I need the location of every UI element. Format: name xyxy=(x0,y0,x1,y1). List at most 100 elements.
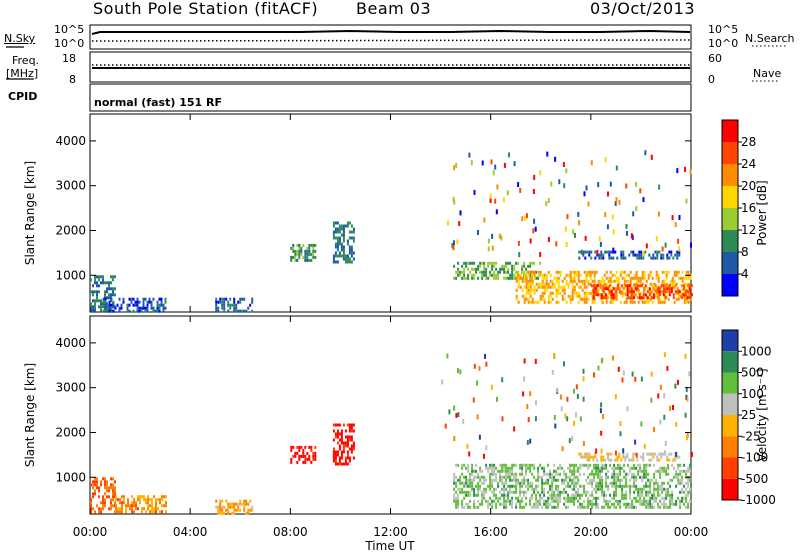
power-cell xyxy=(501,267,504,271)
velocity-cell xyxy=(135,507,137,511)
power-cell xyxy=(96,281,98,285)
power-colorbar-swatch xyxy=(722,252,738,274)
power-cell xyxy=(649,294,652,298)
velocity-cell xyxy=(565,505,568,509)
power-colorbar-swatch xyxy=(722,142,738,164)
velocity-cell xyxy=(533,490,536,494)
velocity-cell xyxy=(227,511,230,515)
velocity-cell xyxy=(553,469,556,473)
date-title: 03/Oct/2013 xyxy=(590,0,696,18)
velocity-cell xyxy=(565,484,568,488)
velocity-cell xyxy=(517,478,520,482)
power-cell xyxy=(531,300,534,304)
power-cell xyxy=(525,276,528,280)
power-cell xyxy=(632,290,635,294)
velocity-cell xyxy=(541,490,544,494)
velocity-cell xyxy=(647,493,650,497)
power-cell xyxy=(106,308,108,312)
power-cell xyxy=(634,293,637,297)
velocity-cell xyxy=(489,481,492,485)
velocity-cell xyxy=(114,489,116,493)
velocity-cell xyxy=(469,490,472,494)
power-cell xyxy=(577,291,580,295)
power-cell xyxy=(298,243,301,247)
velocity-cell xyxy=(143,507,145,511)
velocity-cell xyxy=(487,499,490,503)
velocity-cell xyxy=(455,481,458,485)
velocity-cell xyxy=(495,496,498,500)
power-cell xyxy=(527,288,530,292)
velocity-cell xyxy=(587,463,590,467)
velocity-cell xyxy=(483,478,486,482)
power-cell xyxy=(523,273,526,277)
velocity-cell xyxy=(687,493,690,497)
velocity-cell xyxy=(115,504,117,508)
power-cell xyxy=(674,253,677,257)
power-cell xyxy=(158,303,161,307)
power-cell xyxy=(223,300,226,304)
velocity-cell xyxy=(350,426,353,430)
power-cell xyxy=(481,270,484,274)
power-cell xyxy=(585,279,588,283)
power-cell xyxy=(575,282,578,286)
velocity-cell xyxy=(151,504,153,508)
power-cell xyxy=(604,287,607,291)
velocity-cell xyxy=(553,415,556,420)
power-cell xyxy=(304,258,307,262)
velocity-cell xyxy=(350,438,353,442)
power-cell xyxy=(142,297,145,301)
velocity-cell xyxy=(523,475,526,479)
power-cell xyxy=(529,300,532,304)
velocity-cell xyxy=(607,454,609,460)
power-cell xyxy=(638,253,641,257)
velocity-cell xyxy=(497,481,500,485)
velocity-cell xyxy=(655,496,658,500)
power-cell xyxy=(463,273,466,277)
velocity-cell xyxy=(647,502,650,506)
velocity-cell xyxy=(641,487,644,491)
power-cell xyxy=(629,270,632,274)
velocity-cell xyxy=(477,493,480,497)
velocity-cell xyxy=(473,475,476,479)
power-cell xyxy=(677,294,680,298)
velocity-cell xyxy=(597,505,600,509)
velocity-cell xyxy=(529,484,532,488)
power-cell xyxy=(571,276,574,280)
velocity-cell xyxy=(675,475,678,479)
velocity-cell xyxy=(595,505,598,509)
velocity-cell xyxy=(611,502,614,506)
velocity-cell xyxy=(448,409,451,415)
velocity-cell xyxy=(623,502,626,506)
velocity-cell xyxy=(603,493,606,497)
velocity-cell xyxy=(563,481,566,485)
velocity-cell xyxy=(310,448,313,452)
power-cell xyxy=(475,270,478,274)
velocity-cell xyxy=(473,499,476,503)
velocity-cell xyxy=(653,487,656,491)
velocity-cell xyxy=(539,499,542,503)
power-cell xyxy=(505,276,508,280)
power-cell xyxy=(162,303,165,307)
velocity-cell xyxy=(592,458,595,462)
power-cell xyxy=(342,233,345,237)
velocity-cell xyxy=(217,508,220,512)
velocity-cell xyxy=(495,493,498,497)
power-cell xyxy=(300,252,303,256)
power-cell xyxy=(527,273,530,277)
power-cell xyxy=(543,273,546,277)
velocity-cell xyxy=(643,502,646,506)
power-cell xyxy=(636,287,639,291)
power-cell xyxy=(233,300,236,304)
velocity-cell xyxy=(104,483,106,487)
velocity-cell xyxy=(583,499,586,503)
freq-tick-top: 18 xyxy=(62,52,76,65)
power-cell xyxy=(332,230,335,234)
velocity-cell xyxy=(463,490,466,494)
velocity-cell xyxy=(515,478,518,482)
power-cell xyxy=(112,303,115,307)
power-cell xyxy=(346,260,349,264)
velocity-cell xyxy=(123,498,125,502)
velocity-cell xyxy=(685,496,688,500)
power-cell xyxy=(569,279,572,283)
velocity-cell xyxy=(139,498,141,502)
